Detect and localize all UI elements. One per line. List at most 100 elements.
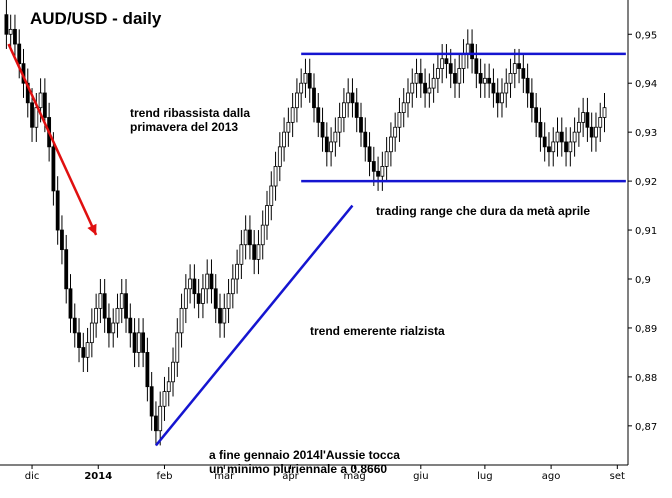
y-tick-label: 0,88 xyxy=(635,373,657,384)
candle-body xyxy=(89,322,94,344)
candle-body xyxy=(482,77,487,84)
candle-body xyxy=(384,151,389,167)
candle-body xyxy=(94,307,99,324)
candle-body xyxy=(8,28,13,35)
candle-body xyxy=(213,288,218,309)
candle-body xyxy=(226,293,231,309)
candle-body xyxy=(218,307,222,324)
candle-body xyxy=(98,293,103,309)
candle-body xyxy=(418,73,423,84)
candle-body xyxy=(547,146,551,153)
candlestick-series xyxy=(4,0,607,446)
candle-body xyxy=(602,107,607,118)
candle-body xyxy=(598,117,603,128)
candle-body xyxy=(312,87,316,109)
candle-body xyxy=(235,263,240,280)
annotation-downtrend: trend ribassista dalla primavera del 201… xyxy=(130,106,253,134)
candle-body xyxy=(273,166,278,187)
candle-body xyxy=(290,107,295,123)
candle-body xyxy=(585,112,590,128)
x-tick-label: set xyxy=(610,471,625,482)
candle-body xyxy=(470,43,474,60)
candle-body xyxy=(589,126,594,138)
candle-body xyxy=(64,249,69,290)
candle-body xyxy=(594,126,598,138)
candle-body xyxy=(34,107,39,128)
candle-body xyxy=(350,92,355,104)
candle-body xyxy=(491,82,496,94)
candle-body xyxy=(500,92,504,104)
y-tick-label: 0,93 xyxy=(635,128,657,139)
candle-body xyxy=(465,43,470,55)
candle-body xyxy=(504,82,509,94)
candle-body xyxy=(397,112,402,128)
candle-body xyxy=(367,146,372,162)
candle-body xyxy=(141,332,146,353)
candle-body xyxy=(337,117,342,133)
x-tick-label: feb xyxy=(156,471,172,482)
candle-body xyxy=(201,288,205,304)
candle-body xyxy=(282,131,286,148)
candle-body xyxy=(521,68,526,79)
y-tick-label: 0,94 xyxy=(635,79,657,90)
annotation-low: a fine gennaio 2014l'Aussie tocca un min… xyxy=(209,448,403,476)
chart-title: AUD/USD - daily xyxy=(30,9,162,28)
candle-body xyxy=(363,131,368,148)
candle-body xyxy=(388,136,393,153)
candle-body xyxy=(324,136,329,153)
annotation-low-line1: a fine gennaio 2014l'Aussie tocca xyxy=(209,448,400,462)
candle-body xyxy=(448,63,453,74)
candle-body xyxy=(42,92,47,118)
candle-body xyxy=(406,92,410,104)
candle-body xyxy=(487,77,492,84)
x-tick-label: 2014 xyxy=(84,471,112,482)
candle-body xyxy=(72,317,77,334)
candle-body xyxy=(320,121,325,138)
candle-body xyxy=(495,92,500,104)
candle-body xyxy=(508,73,513,84)
axes: 0,87 0,88 0,89 0,9 0,91 0,92 0,93 0,94 0,95 dic 20… xyxy=(0,0,657,482)
candle-body xyxy=(444,58,449,65)
candle-body xyxy=(30,102,34,128)
x-tick-label: lug xyxy=(477,471,492,482)
candle-body xyxy=(248,229,252,246)
candle-body xyxy=(55,190,60,231)
candle-body xyxy=(572,131,577,143)
overlay-lines xyxy=(7,43,626,447)
candle-body xyxy=(371,161,376,172)
candle-body xyxy=(461,53,466,69)
candle-body xyxy=(77,332,81,348)
candle-body xyxy=(132,332,137,353)
candle-body xyxy=(124,293,128,319)
candle-body xyxy=(393,126,398,138)
candle-body xyxy=(162,391,167,407)
candle-body xyxy=(517,63,521,69)
candle-body xyxy=(166,381,171,392)
candle-body xyxy=(564,141,568,153)
candle-body xyxy=(230,278,235,295)
candle-body xyxy=(111,322,116,334)
candle-body xyxy=(102,293,107,319)
candle-body xyxy=(269,185,274,206)
candle-body xyxy=(136,332,141,353)
candle-body xyxy=(196,293,201,304)
candle-body xyxy=(183,288,188,309)
candle-body xyxy=(243,229,248,246)
candle-body xyxy=(457,68,462,84)
candle-body xyxy=(538,121,543,138)
y-tick-label: 0,95 xyxy=(635,30,657,41)
y-tick-label: 0,89 xyxy=(635,324,657,335)
candle-body xyxy=(222,307,227,324)
candle-body xyxy=(252,244,257,260)
candle-body xyxy=(568,141,573,153)
annotation-uptrend: trend emerente rialzista xyxy=(310,324,445,338)
candle-body xyxy=(440,58,445,69)
candle-body xyxy=(555,131,560,143)
uptrend-line xyxy=(154,204,354,447)
candle-body xyxy=(542,136,547,148)
x-tick-label: ago xyxy=(542,471,561,482)
candle-body xyxy=(277,146,282,167)
candle-body xyxy=(205,273,210,290)
downtrend-arrow-head xyxy=(87,223,97,235)
